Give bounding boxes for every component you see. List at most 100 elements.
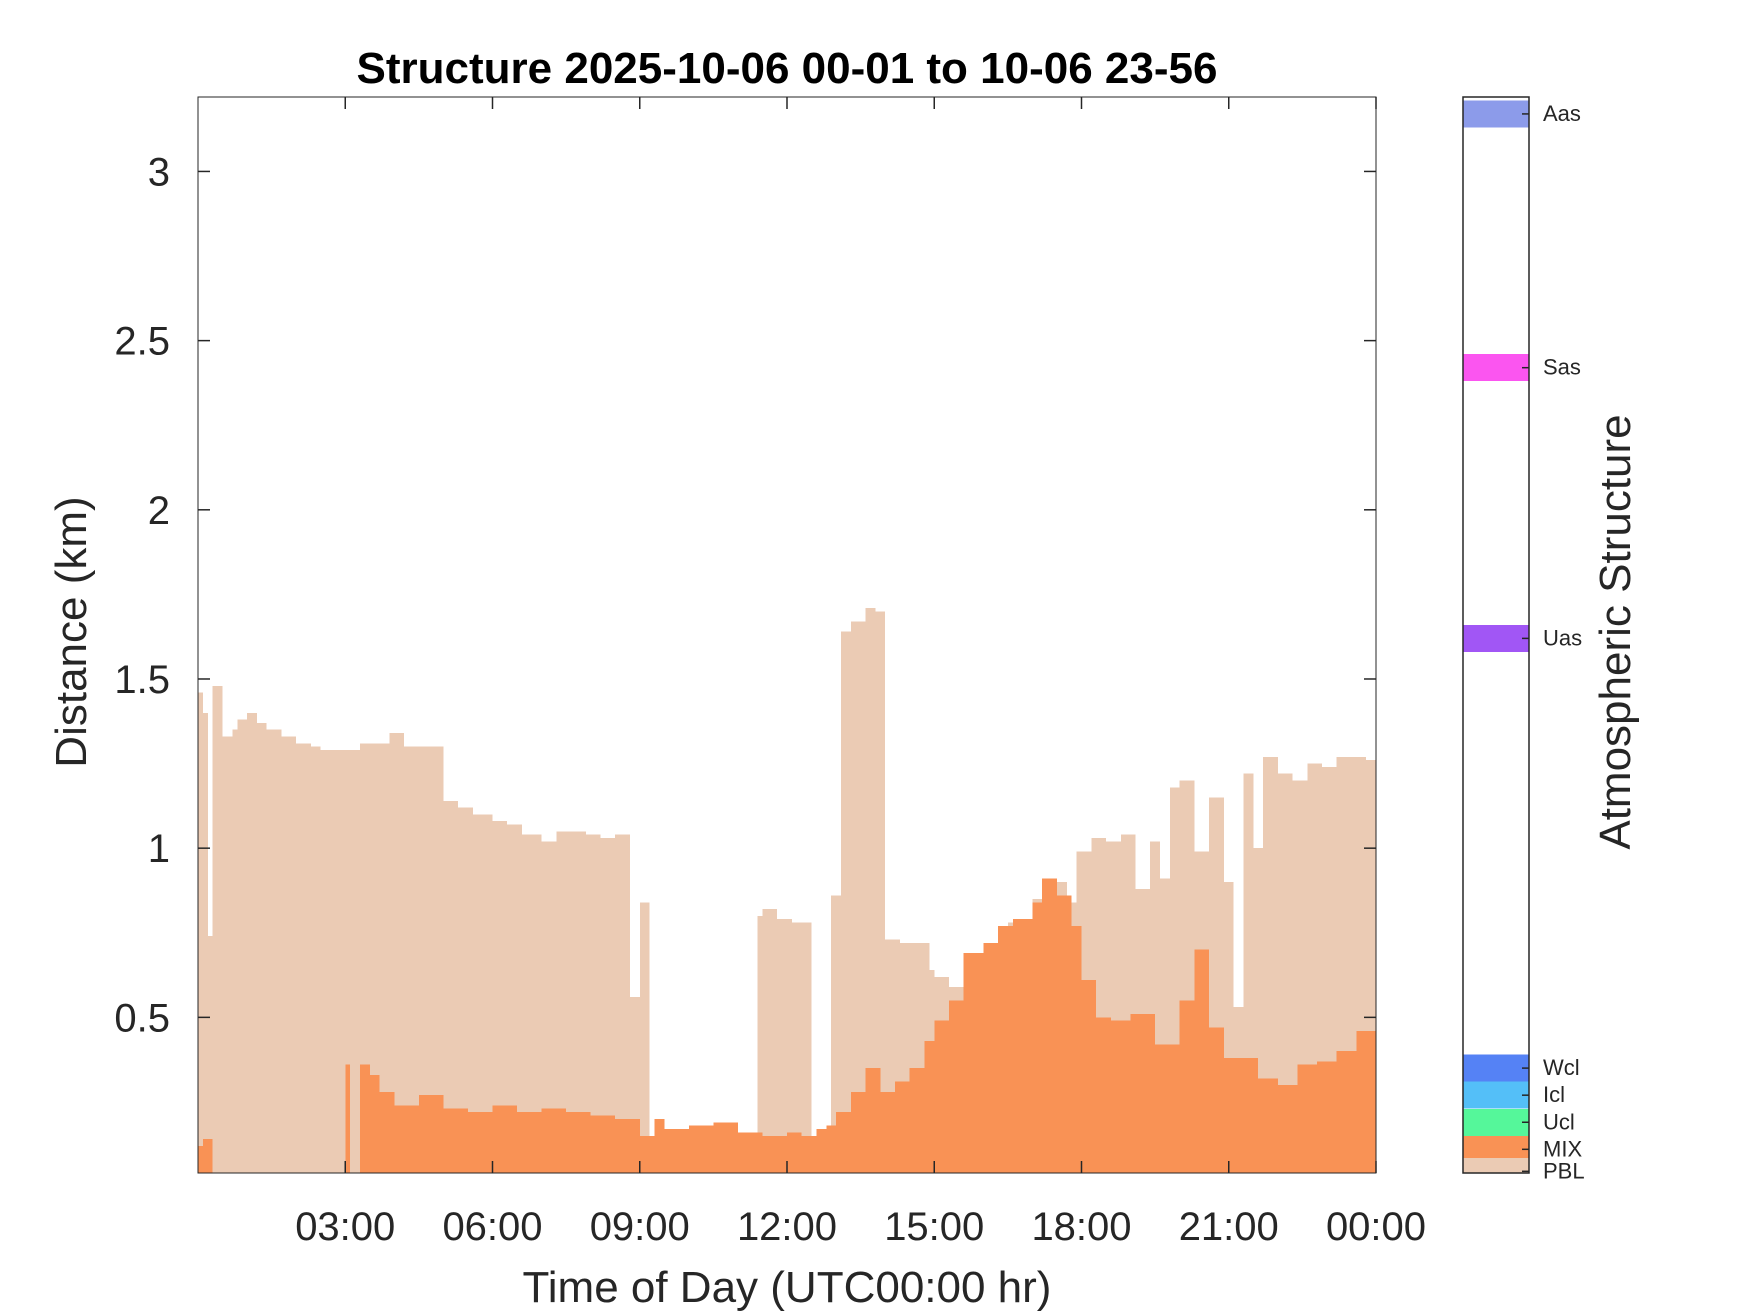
pbl-bar <box>202 712 208 1173</box>
mix-bar <box>1032 902 1043 1173</box>
mix-bar <box>467 1112 493 1173</box>
mix-bar <box>826 1125 837 1173</box>
mix-bar <box>1130 1013 1156 1173</box>
mix-bar <box>1071 925 1082 1173</box>
mix-bar <box>1081 980 1097 1173</box>
mix-bar <box>934 1020 949 1173</box>
mix-bar <box>541 1108 567 1173</box>
mix-bar <box>1277 1085 1298 1173</box>
pbl-bar <box>310 746 321 1173</box>
mix-bar <box>948 1000 964 1173</box>
colorbar-band-ucl <box>1463 1108 1529 1136</box>
pbl-bar <box>762 909 778 1173</box>
mix-bar <box>369 1074 380 1173</box>
pbl-bar <box>1223 882 1234 1173</box>
colorbar-band-pbl <box>1463 1157 1529 1173</box>
pbl-bar <box>1150 841 1161 1173</box>
pbl-bar <box>404 746 419 1173</box>
mix-bar <box>963 953 984 1173</box>
x-tick-label: 18:00 <box>1031 1205 1131 1249</box>
pbl-bar <box>212 685 223 1173</box>
y-axis-title: Distance (km) <box>47 496 96 767</box>
axis-ticks: 03:00 06:00 09:00 12:00 15:00 18:00 21:00 00:00… <box>114 97 1426 1249</box>
x-tick-label: 09:00 <box>590 1205 690 1249</box>
mix-bar <box>654 1118 665 1173</box>
colorbar-label-ucl: Ucl <box>1543 1109 1575 1134</box>
mix-bar <box>1238 1057 1259 1173</box>
x-tick-label: 21:00 <box>1179 1205 1279 1249</box>
pbl-bar <box>281 736 297 1173</box>
mix-bar <box>1356 1030 1376 1173</box>
pbl-bar <box>840 631 851 1173</box>
mix-bar <box>801 1135 817 1173</box>
mix-bar <box>1096 1017 1111 1173</box>
mix-bar <box>1110 1020 1131 1173</box>
colorbar-label-sas: Sas <box>1543 355 1581 380</box>
pbl-bar <box>875 611 886 1173</box>
mix-bar <box>816 1129 827 1173</box>
y-tick-label: 1 <box>148 827 170 871</box>
pbl-bar <box>850 621 866 1173</box>
pbl-bar <box>433 746 444 1173</box>
pbl-bar <box>1253 848 1264 1173</box>
colorbar-band-uas <box>1463 624 1529 652</box>
mix-bar <box>418 1095 444 1173</box>
colorbar-label-uas: Uas <box>1543 625 1582 650</box>
mix-bar <box>1194 949 1210 1173</box>
colorbar-label-icl: Icl <box>1543 1082 1565 1107</box>
mix-bar <box>379 1091 395 1173</box>
pbl-bar <box>831 895 841 1173</box>
colorbar-band-aas <box>1463 100 1529 128</box>
mix-bar <box>1179 1000 1195 1173</box>
mix-bar <box>762 1135 787 1173</box>
colorbar-frame <box>1462 96 1530 1174</box>
pbl-bar <box>1277 773 1293 1173</box>
mix-bar <box>924 1041 935 1173</box>
mix-bar <box>894 1081 910 1173</box>
x-axis-title: Time of Day (UTC00:00 hr) <box>523 1263 1052 1312</box>
mix-bar <box>202 1139 213 1173</box>
mix-bar <box>688 1125 714 1173</box>
mix-bar <box>443 1108 468 1173</box>
mix-bar <box>787 1132 802 1173</box>
pbl-bar <box>207 936 213 1173</box>
mix-bar <box>198 1145 203 1173</box>
mix-bar <box>1297 1064 1318 1173</box>
mix-bar <box>713 1122 738 1173</box>
pbl-bar <box>521 834 542 1173</box>
mix-bar <box>664 1129 689 1173</box>
mix-bar <box>1056 895 1072 1173</box>
pbl-bar <box>1243 773 1254 1173</box>
pbl-bar <box>458 807 473 1173</box>
pbl-bar <box>472 814 493 1173</box>
mix-bar <box>1258 1078 1278 1173</box>
colorbar-band-sas <box>1463 354 1529 382</box>
pbl-bar <box>1160 878 1170 1173</box>
pbl-bar <box>389 733 405 1173</box>
colorbar-band-wcl <box>1463 1054 1529 1082</box>
pbl-bar <box>541 841 557 1173</box>
x-tick-label: 00:00 <box>1326 1205 1426 1249</box>
pbl-bar <box>600 838 616 1173</box>
mix-bar <box>909 1068 925 1173</box>
pbl-bar <box>443 800 459 1173</box>
mix-bar <box>998 925 1013 1173</box>
mix-bar <box>394 1105 419 1173</box>
mix-bar <box>865 1068 881 1173</box>
mix-bar <box>880 1091 895 1173</box>
mix-bar <box>1209 1027 1224 1173</box>
mix-bar <box>737 1132 763 1173</box>
y-tick-label: 3 <box>148 150 170 194</box>
pbl-bar <box>198 692 203 1173</box>
pbl-bar <box>232 729 238 1173</box>
pbl-bar <box>374 743 390 1173</box>
pbl-bar <box>492 821 508 1173</box>
colorbar-title: Atmospheric Structure <box>1591 414 1640 849</box>
colorbar-band-icl <box>1463 1081 1529 1109</box>
pbl-bar <box>791 922 812 1173</box>
pbl-bar <box>639 902 650 1173</box>
mix-bar <box>492 1105 518 1173</box>
chart-title: Structure 2025-10-06 00-01 to 10-06 23-5… <box>357 44 1218 93</box>
y-tick-label: 0.5 <box>114 996 170 1040</box>
